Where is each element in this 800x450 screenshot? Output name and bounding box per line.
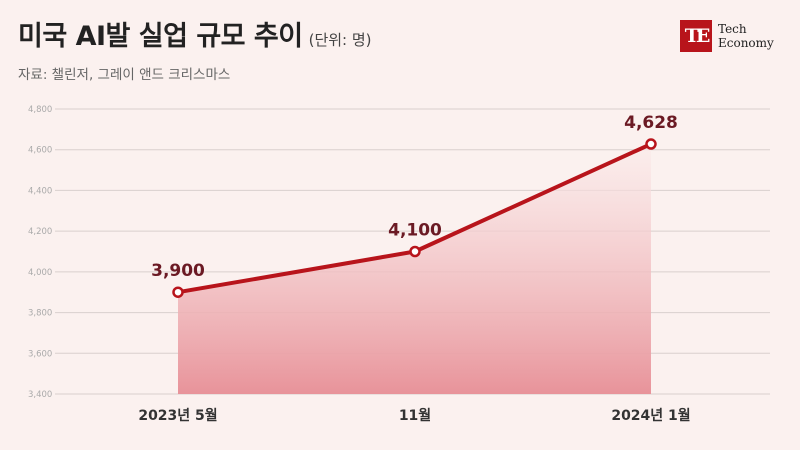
title-row: 미국 AI발 실업 규모 추이 (단위: 명) xyxy=(18,14,372,53)
y-axis-ticks: 3,400 3,600 3,800 4,000 4,200 4,400 4,600 4,800 xyxy=(28,105,52,400)
area-fill xyxy=(178,144,651,394)
unit-label: (단위: 명) xyxy=(308,31,372,49)
x-tick-label: 2024년 1월 xyxy=(611,407,690,424)
data-points xyxy=(172,138,657,298)
source-label: 자료: 챌린저, 그레이 앤드 크리스마스 xyxy=(18,67,231,83)
chart-title: 미국 AI발 실업 규모 추이 xyxy=(18,21,303,52)
data-label: 3,900 xyxy=(151,261,205,281)
logo-line-1: Tech xyxy=(718,22,747,36)
y-tick-label: 3,600 xyxy=(28,349,52,359)
y-tick-label: 4,600 xyxy=(28,146,52,156)
y-tick-label: 3,800 xyxy=(28,309,52,319)
area-fill-layer xyxy=(178,144,651,394)
logo-wordmark: Tech Economy xyxy=(718,22,774,50)
data-point xyxy=(172,286,184,298)
logo-mark: TE xyxy=(680,20,712,52)
y-tick-label: 4,400 xyxy=(28,186,52,196)
data-labels: 3,900 4,100 4,628 xyxy=(151,113,678,281)
y-tick-label: 4,200 xyxy=(28,227,52,237)
chart-header: 미국 AI발 실업 규모 추이 (단위: 명) 자료: 챌린저, 그레이 앤드 … xyxy=(18,14,372,83)
data-point xyxy=(409,245,421,258)
logo-line-2: Economy xyxy=(718,36,774,50)
tech-economy-logo: TE Tech Economy xyxy=(680,20,774,52)
x-axis-ticks: 2023년 5월 11월 2024년 1월 xyxy=(138,407,690,424)
y-tick-label: 4,800 xyxy=(28,105,52,115)
y-tick-label: 4,000 xyxy=(28,268,52,278)
data-label: 4,100 xyxy=(388,221,442,241)
data-point xyxy=(645,138,657,150)
data-label: 4,628 xyxy=(624,113,678,133)
x-tick-label: 11월 xyxy=(399,407,431,424)
x-tick-label: 2023년 5월 xyxy=(138,407,217,424)
y-tick-label: 3,400 xyxy=(28,390,52,400)
